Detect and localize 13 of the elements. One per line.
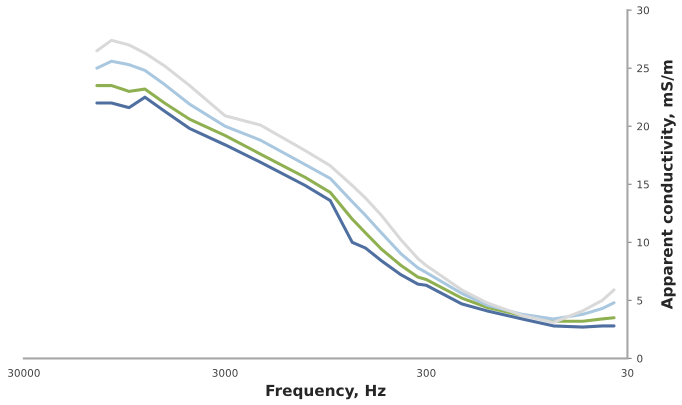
y-tick-label: 20	[637, 122, 650, 130]
x-tick-label: 30000	[8, 369, 40, 377]
y-axis-title: Apparent conductivity, mS/m	[660, 60, 676, 310]
x-tick-label: 3000	[212, 369, 238, 377]
y-tick-label: 30	[637, 6, 650, 14]
x-tick-label: 30	[622, 369, 634, 377]
y-tick-label: 0	[637, 354, 642, 363]
x-axis-title: Frequency, Hz	[266, 384, 386, 400]
y-tick-label: 25	[637, 64, 649, 72]
y-tick-label: 5	[637, 296, 642, 304]
x-tick-label: 300	[417, 369, 436, 377]
y-tick-label: 15	[638, 180, 649, 188]
y-tick-label: 10	[638, 238, 650, 246]
